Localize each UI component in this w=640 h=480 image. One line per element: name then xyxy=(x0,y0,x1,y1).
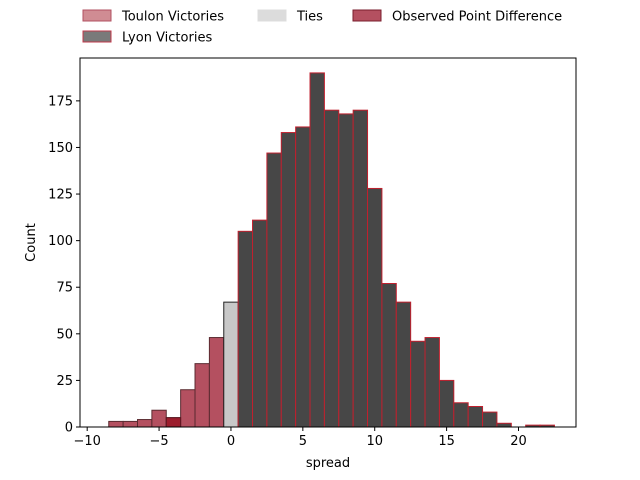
y-tick-label: 175 xyxy=(48,94,73,109)
bar-lyon-victories xyxy=(252,219,268,428)
x-tick-label: −5 xyxy=(149,434,168,449)
plot-frame xyxy=(79,57,577,428)
y-tick-label: 0 xyxy=(65,421,73,436)
x-tick-label: 20 xyxy=(510,434,527,449)
bar-observed-point-difference xyxy=(165,417,182,428)
bar-lyon-victories xyxy=(424,337,440,428)
legend-label: Observed Point Difference xyxy=(392,10,562,25)
bar-lyon-victories xyxy=(453,402,469,428)
x-tick-label: 15 xyxy=(438,434,455,449)
legend-label: Lyon Victories xyxy=(122,31,212,46)
bar-lyon-victories xyxy=(352,109,369,428)
bar-toulon-victories xyxy=(208,337,225,428)
bar-lyon-victories xyxy=(280,132,297,428)
legend-label: Toulon Victories xyxy=(121,10,224,25)
bar-lyon-victories xyxy=(381,283,397,428)
bars xyxy=(108,72,555,428)
bar-lyon-victories xyxy=(482,411,498,428)
x-tick-label: −10 xyxy=(73,434,100,449)
x-tick-label: 5 xyxy=(299,434,307,449)
bar-toulon-victories xyxy=(151,409,167,428)
axes: −10 −5 0 5 10 15 20 0 25 50 75 100 125 150 175 xyxy=(48,57,577,449)
bar-toulon-victories xyxy=(137,419,153,428)
x-tick-label: 10 xyxy=(366,434,383,449)
bar-toulon-victories xyxy=(180,389,196,428)
bar-lyon-victories xyxy=(395,301,412,428)
y-tick-label: 100 xyxy=(48,234,73,249)
bar-lyon-victories xyxy=(237,230,254,428)
x-axis-label: spread xyxy=(306,456,350,471)
y-tick-label: 25 xyxy=(56,374,73,389)
bar-lyon-victories xyxy=(323,109,340,428)
bar-lyon-victories xyxy=(467,406,484,428)
legend-swatch xyxy=(82,9,112,22)
legend: Toulon Victories Ties Observed Point Diffe… xyxy=(82,9,562,46)
bar-lyon-victories xyxy=(410,340,426,428)
y-axis-label: Count xyxy=(24,223,39,262)
bar-toulon-victories xyxy=(194,363,210,428)
bar-lyon-victories xyxy=(367,187,383,428)
legend-swatch xyxy=(82,30,112,43)
bar-lyon-victories xyxy=(338,113,354,428)
legend-swatch xyxy=(352,9,382,22)
bar-lyon-victories xyxy=(309,72,325,428)
y-tick-label: 75 xyxy=(56,281,73,296)
bar-lyon-victories xyxy=(295,126,311,428)
legend-swatch xyxy=(257,9,287,22)
y-tick-label: 125 xyxy=(48,188,73,203)
bar-ties xyxy=(223,301,239,428)
y-tick-label: 150 xyxy=(48,141,73,156)
bar-toulon-victories xyxy=(108,420,124,428)
y-tick-label: 50 xyxy=(56,327,73,342)
bar-toulon-victories xyxy=(122,420,139,428)
bar-lyon-victories xyxy=(496,422,512,428)
bar-lyon-victories xyxy=(266,152,282,428)
legend-label: Ties xyxy=(296,10,323,25)
x-tick-label: 0 xyxy=(227,434,235,449)
bar-lyon-victories xyxy=(438,379,455,428)
